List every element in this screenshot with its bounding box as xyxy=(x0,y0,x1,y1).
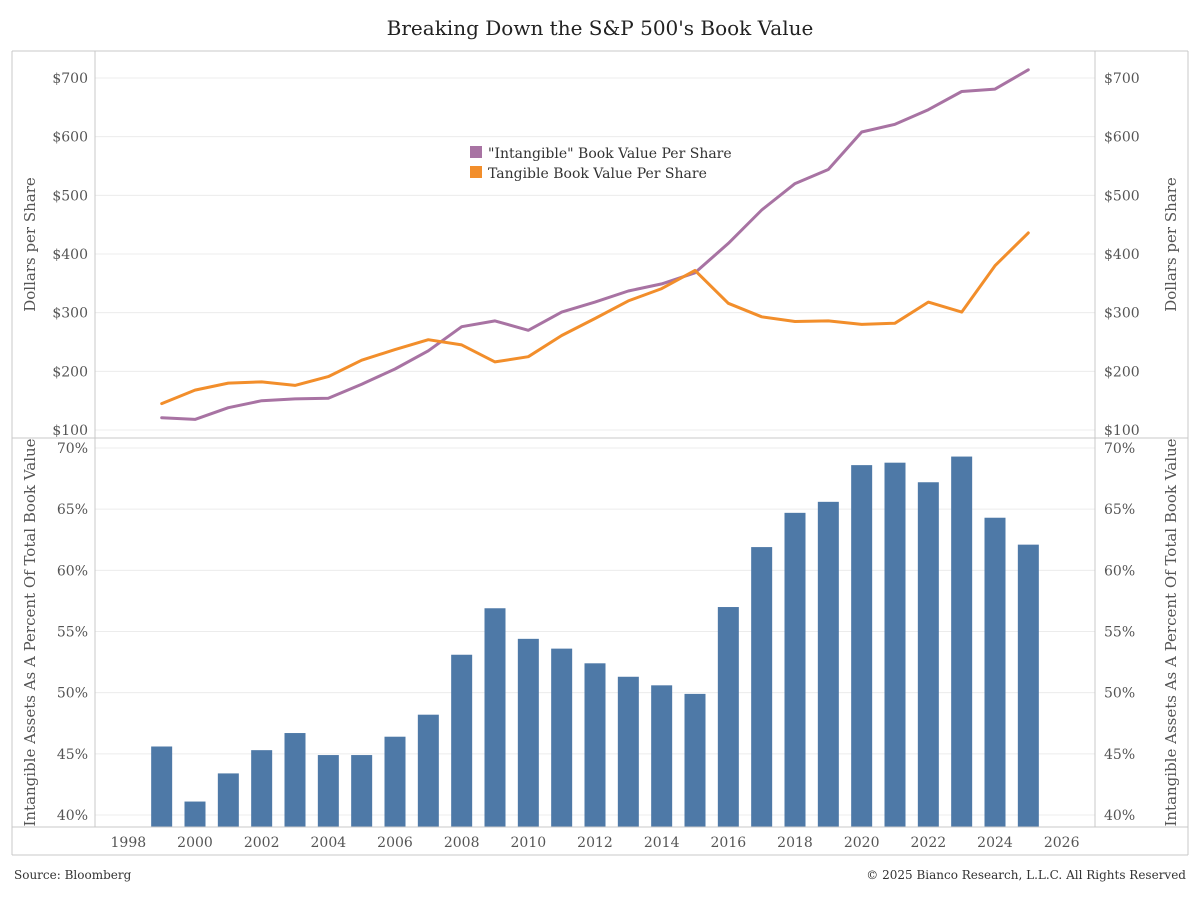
x-tick-label: 2014 xyxy=(644,835,680,851)
x-tick-label: 2008 xyxy=(444,835,480,851)
y-tick-right-bottom: 55% xyxy=(1104,625,1135,641)
bar-2009 xyxy=(484,608,506,827)
y-tick-left-top: $500 xyxy=(52,188,88,204)
bar-2002 xyxy=(251,750,273,827)
y-axis-title-right-bottom: Intangible Assets As A Percent Of Total … xyxy=(1162,438,1180,826)
y-tick-left-bottom: 65% xyxy=(57,502,88,518)
x-tick-label: 2006 xyxy=(377,835,413,851)
y-tick-left-top: $200 xyxy=(52,364,88,380)
bar-2006 xyxy=(384,736,406,827)
legend-label-intangible: "Intangible" Book Value Per Share xyxy=(488,146,732,162)
y-tick-right-top: $500 xyxy=(1104,188,1140,204)
bar-2017 xyxy=(751,547,773,827)
y-tick-left-bottom: 50% xyxy=(57,686,88,702)
y-tick-left-bottom: 55% xyxy=(57,625,88,641)
bar-2012 xyxy=(584,663,606,827)
bar-2003 xyxy=(284,733,306,827)
bar-2008 xyxy=(451,654,473,827)
bar-2005 xyxy=(351,755,373,827)
x-tick-label: 2002 xyxy=(244,835,280,851)
y-tick-right-bottom: 65% xyxy=(1104,502,1135,518)
x-tick-label: 2018 xyxy=(777,835,813,851)
bar-2007 xyxy=(417,714,439,827)
y-tick-right-top: $100 xyxy=(1104,423,1140,439)
y-tick-right-bottom: 50% xyxy=(1104,686,1135,702)
bar-2004 xyxy=(317,755,339,827)
bar-2000 xyxy=(184,801,206,827)
y-axis-title-left-top: Dollars per Share xyxy=(21,177,39,312)
y-tick-left-top: $100 xyxy=(52,423,88,439)
x-tick-label: 1998 xyxy=(111,835,147,851)
y-tick-left-top: $400 xyxy=(52,247,88,263)
x-tick-label: 2020 xyxy=(844,835,880,851)
bar-2016 xyxy=(717,607,739,827)
bar-1999 xyxy=(151,746,173,827)
bar-2022 xyxy=(917,482,939,827)
x-tick-label: 2026 xyxy=(1044,835,1080,851)
bar-2019 xyxy=(817,501,839,827)
x-tick-label: 2000 xyxy=(177,835,213,851)
bar-2014 xyxy=(651,685,673,827)
y-axis-title-left-bottom: Intangible Assets As A Percent Of Total … xyxy=(21,438,39,826)
y-tick-right-top: $200 xyxy=(1104,364,1140,380)
y-tick-left-bottom: 60% xyxy=(57,563,88,579)
x-tick-label: 2022 xyxy=(911,835,947,851)
y-tick-right-top: $400 xyxy=(1104,247,1140,263)
x-tick-label: 2004 xyxy=(311,835,347,851)
y-tick-right-bottom: 70% xyxy=(1104,441,1135,457)
y-axis-title-right-top: Dollars per Share xyxy=(1162,177,1180,312)
chart-title: Breaking Down the S&P 500's Book Value xyxy=(386,16,814,40)
x-tick-label: 2024 xyxy=(977,835,1013,851)
bar-2023 xyxy=(951,456,973,827)
bar-2001 xyxy=(217,773,239,827)
y-tick-right-top: $700 xyxy=(1104,71,1140,87)
y-tick-left-bottom: 40% xyxy=(57,808,88,824)
y-tick-right-top: $600 xyxy=(1104,130,1140,146)
bar-2024 xyxy=(984,517,1006,827)
intangible-line xyxy=(160,68,1030,421)
tangible-line xyxy=(160,231,1030,406)
legend-swatch-intangible xyxy=(470,146,482,158)
source-note: Source: Bloomberg xyxy=(14,868,132,882)
y-tick-left-bottom: 70% xyxy=(57,441,88,457)
y-tick-right-bottom: 60% xyxy=(1104,563,1135,579)
y-tick-left-top: $300 xyxy=(52,306,88,322)
y-tick-left-top: $700 xyxy=(52,71,88,87)
y-tick-left-top: $600 xyxy=(52,130,88,146)
y-tick-right-bottom: 40% xyxy=(1104,808,1135,824)
bar-2018 xyxy=(784,512,806,827)
y-tick-right-top: $300 xyxy=(1104,306,1140,322)
bar-2025 xyxy=(1017,544,1039,827)
bar-2013 xyxy=(617,676,639,827)
bar-2015 xyxy=(684,693,706,827)
legend-label-tangible: Tangible Book Value Per Share xyxy=(488,166,707,182)
y-tick-left-bottom: 45% xyxy=(57,747,88,763)
copyright-note: © 2025 Bianco Research, L.L.C. All Right… xyxy=(866,868,1186,882)
bar-2010 xyxy=(517,638,539,827)
bar-2021 xyxy=(884,462,906,827)
legend-swatch-tangible xyxy=(470,166,482,178)
bar-2020 xyxy=(851,465,873,827)
x-tick-label: 2016 xyxy=(711,835,747,851)
x-tick-label: 2012 xyxy=(577,835,613,851)
y-tick-right-bottom: 45% xyxy=(1104,747,1135,763)
bar-2011 xyxy=(551,648,573,827)
x-tick-label: 2010 xyxy=(511,835,547,851)
